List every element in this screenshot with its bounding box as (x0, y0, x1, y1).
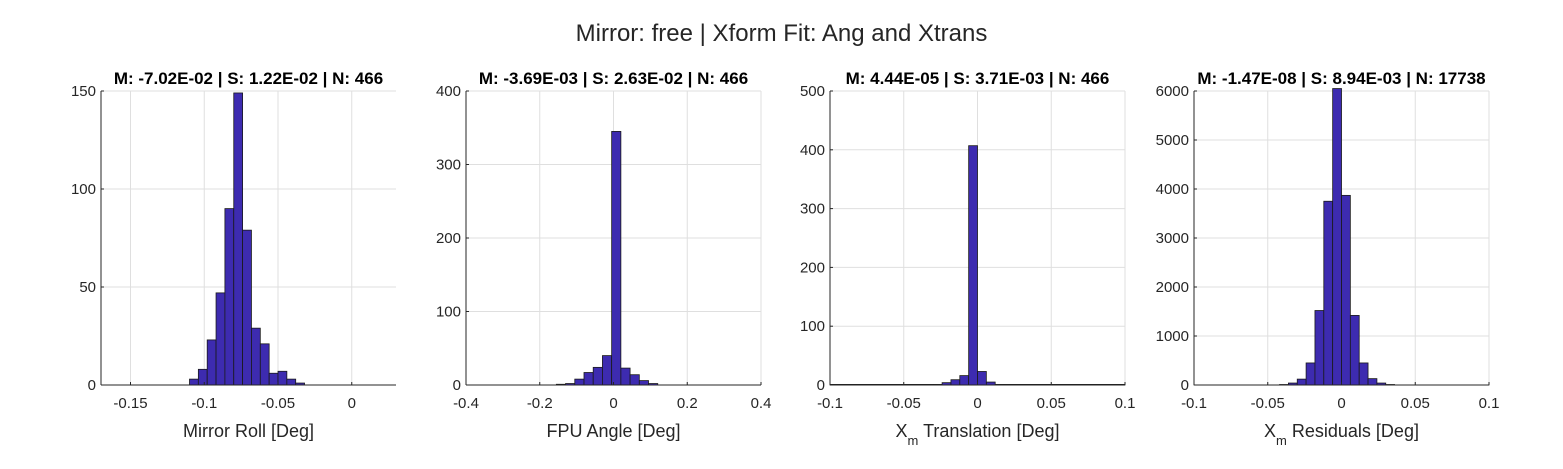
histogram-bar (1367, 378, 1378, 386)
histogram-bar (224, 208, 235, 386)
x-tick-label: 0.2 (677, 395, 698, 412)
x-tick-label: 0.4 (751, 395, 772, 412)
y-tick-label: 2000 (1156, 279, 1189, 296)
y-tick-label: 400 (436, 83, 461, 100)
y-tick-label: 0 (817, 377, 825, 394)
histogram-bar (620, 367, 631, 386)
histogram-bar (242, 229, 252, 386)
x-tick-label: 0 (973, 395, 981, 412)
y-tick-label: 0 (88, 377, 96, 394)
y-tick-label: 100 (800, 318, 825, 335)
histogram-panel-4: -0.1 -0.05 0 0.05 0.1 0 1000 2000 3000 4000 5000 60… (1156, 69, 1500, 448)
x-tick-label: -0.1 (1181, 395, 1207, 412)
y-tick-label: 100 (436, 304, 461, 321)
y-tick-label: 4000 (1156, 181, 1189, 198)
y-tick-label: 50 (79, 279, 96, 296)
histogram-bar (1296, 378, 1307, 386)
x-tick-label: -0.05 (887, 395, 921, 412)
axis-title: M: 4.44E-05 | S: 3.71E-03 | N: 466 (846, 69, 1110, 88)
histogram-bar (251, 327, 261, 386)
y-tick-label: 200 (800, 259, 825, 276)
histogram-bar (638, 380, 649, 386)
y-tick-label: 1000 (1156, 328, 1189, 345)
histogram-panel-1: -0.15 -0.1 -0.05 0 0 50 100 150 M: -7.02E-02 | S… (71, 69, 396, 441)
histogram-bar (189, 378, 199, 386)
axis-title: M: -1.47E-08 | S: 8.94E-03 | N: 17738 (1197, 69, 1485, 88)
histogram-bar (968, 145, 978, 386)
axis-title: M: -7.02E-02 | S: 1.22E-02 | N: 466 (114, 69, 383, 88)
figure-title: Mirror: free | Xform Fit: Ang and Xtrans (575, 20, 988, 47)
x-tick-label: -0.4 (453, 395, 479, 412)
x-axis-label: FPU Angle [Deg] (546, 421, 680, 441)
histogram-panel-3: -0.1 -0.05 0 0.05 0.1 0 100 200 300 400 500 M: 4.44… (800, 69, 1135, 448)
y-tick-label: 300 (800, 201, 825, 218)
y-tick-label: 3000 (1156, 230, 1189, 247)
y-tick-label: 100 (71, 181, 96, 198)
x-axis-label: Xm Residuals [Deg] (1264, 421, 1419, 448)
x-tick-label: 0.1 (1479, 395, 1500, 412)
x-tick-label: 0 (609, 395, 617, 412)
y-tick-label: 200 (436, 230, 461, 247)
histogram-bar (1323, 200, 1334, 386)
x-tick-label: -0.05 (261, 395, 295, 412)
histogram-bar (268, 372, 279, 386)
histogram-bar (1358, 362, 1369, 386)
histogram-bar (206, 339, 217, 386)
x-tick-label: 0 (1337, 395, 1345, 412)
histogram-bar (1332, 88, 1342, 386)
y-tick-label: 400 (800, 142, 825, 159)
y-tick-label: 150 (71, 83, 96, 100)
histogram-bar (611, 131, 622, 386)
x-tick-label: 0 (348, 395, 356, 412)
histogram-bar (629, 374, 640, 386)
histogram-panel-2: -0.4 -0.2 0 0.2 0.4 0 100 200 300 400 M: -3.69E-03… (436, 69, 771, 441)
histogram-bar (215, 292, 226, 386)
histogram-bar (259, 343, 270, 386)
x-tick-label: -0.2 (527, 395, 553, 412)
x-tick-label: -0.15 (113, 395, 147, 412)
x-tick-label: 0.1 (1115, 395, 1136, 412)
histogram-bar (583, 372, 594, 386)
y-tick-label: 6000 (1156, 83, 1189, 100)
histogram-bar (977, 371, 987, 386)
histogram-bar (1349, 315, 1360, 386)
x-axis-label: Xm Translation [Deg] (896, 421, 1060, 448)
x-tick-label: 0.05 (1401, 395, 1430, 412)
x-tick-label: -0.05 (1251, 395, 1285, 412)
histogram-bar (1341, 194, 1351, 386)
y-tick-label: 0 (453, 377, 461, 394)
y-tick-label: 5000 (1156, 132, 1189, 149)
histogram-bar (286, 378, 297, 386)
histogram-bar (1314, 310, 1325, 386)
y-tick-label: 300 (436, 157, 461, 174)
x-tick-label: 0.05 (1037, 395, 1066, 412)
histogram-bar (592, 366, 603, 386)
histogram-bar (1305, 362, 1316, 386)
histogram-bar (233, 92, 244, 386)
y-tick-label: 0 (1181, 377, 1189, 394)
histogram-bar (197, 368, 208, 386)
x-axis-label: Mirror Roll [Deg] (183, 421, 314, 441)
histogram-bar (950, 379, 961, 386)
histogram-bar (277, 370, 288, 386)
y-tick-label: 500 (800, 83, 825, 100)
histogram-bar (602, 355, 613, 386)
histogram-bar (959, 375, 970, 386)
histogram-bar (574, 378, 585, 386)
x-tick-label: -0.1 (191, 395, 217, 412)
x-tick-label: -0.1 (817, 395, 843, 412)
axis-title: M: -3.69E-03 | S: 2.63E-02 | N: 466 (479, 69, 748, 88)
